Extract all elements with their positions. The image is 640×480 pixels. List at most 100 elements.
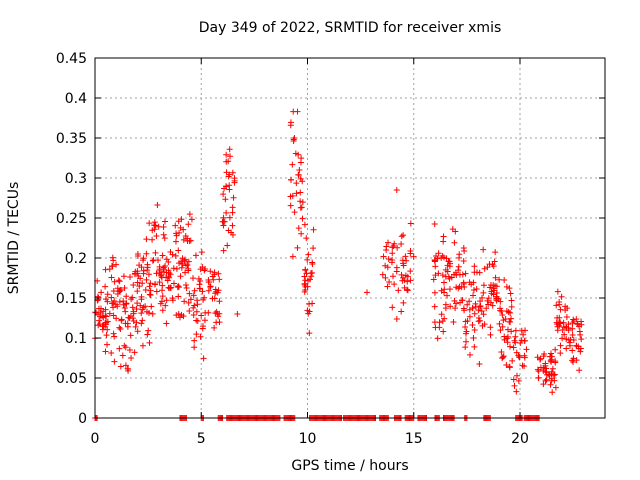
data-point <box>506 363 513 370</box>
data-point <box>163 256 170 263</box>
data-point <box>548 370 555 377</box>
data-point <box>165 267 172 274</box>
data-point <box>104 291 111 298</box>
data-point <box>404 286 411 293</box>
data-point <box>471 263 478 270</box>
data-point <box>175 310 182 317</box>
data-point <box>108 349 115 356</box>
data-point <box>512 333 519 340</box>
data-point <box>480 282 487 289</box>
data-point <box>223 151 230 158</box>
data-point <box>120 298 127 305</box>
x-tick-label: 10 <box>299 431 317 447</box>
data-point <box>180 236 187 243</box>
data-point <box>144 267 151 274</box>
data-point <box>444 268 451 275</box>
data-point <box>154 202 161 209</box>
data-point <box>577 348 584 355</box>
data-point <box>229 204 236 211</box>
data-point <box>121 305 128 312</box>
data-point <box>182 281 189 288</box>
data-point <box>170 265 177 272</box>
data-point <box>301 280 308 287</box>
data-point <box>301 273 308 280</box>
data-point <box>486 261 493 268</box>
data-point <box>504 333 511 340</box>
data-point <box>499 354 506 361</box>
data-point <box>145 327 152 334</box>
data-point <box>492 249 499 256</box>
data-point <box>440 328 447 335</box>
data-point <box>400 260 407 267</box>
data-point <box>213 308 220 315</box>
data-point <box>177 273 184 280</box>
data-point <box>293 180 300 187</box>
data-point <box>137 275 144 282</box>
plot-frame <box>94 57 606 419</box>
data-point <box>516 354 523 361</box>
data-point <box>497 327 504 334</box>
data-point <box>206 279 213 286</box>
data-point <box>200 296 207 303</box>
data-point <box>554 288 561 295</box>
data-point <box>172 238 179 245</box>
data-point <box>499 311 506 318</box>
data-point <box>173 265 180 272</box>
data-point <box>515 377 522 384</box>
data-point <box>193 308 200 315</box>
data-point <box>407 250 414 257</box>
data-point <box>175 282 182 289</box>
data-point <box>227 153 234 160</box>
data-point <box>508 328 515 335</box>
data-point <box>505 308 512 315</box>
data-point <box>185 265 192 272</box>
data-point <box>306 276 313 283</box>
data-point <box>399 277 406 284</box>
y-tick-label: 0.2 <box>65 251 87 267</box>
data-point <box>290 136 297 143</box>
data-point <box>552 346 559 353</box>
data-point <box>470 292 477 299</box>
data-point <box>199 288 206 295</box>
data-point <box>211 324 218 331</box>
data-point <box>563 345 570 352</box>
data-point <box>476 269 483 276</box>
data-point <box>133 319 140 326</box>
data-point <box>223 169 230 176</box>
data-point <box>183 284 190 291</box>
data-point <box>460 245 467 252</box>
data-point <box>111 297 118 304</box>
data-point <box>191 287 198 294</box>
data-point <box>149 227 156 234</box>
data-point <box>552 359 559 366</box>
data-point <box>380 253 387 260</box>
data-point <box>138 320 145 327</box>
data-point <box>570 318 577 325</box>
data-point <box>134 300 141 307</box>
data-point <box>229 222 236 229</box>
data-point <box>400 232 407 239</box>
data-point <box>504 326 511 333</box>
data-point <box>104 326 111 333</box>
data-point <box>149 257 156 264</box>
data-point <box>546 353 553 360</box>
data-point <box>480 246 487 253</box>
data-point <box>110 330 117 337</box>
data-point <box>181 298 188 305</box>
data-point <box>215 270 222 277</box>
data-point <box>127 332 134 339</box>
data-point <box>507 343 514 350</box>
data-point <box>160 223 167 230</box>
y-tick-label: 0 <box>78 411 87 427</box>
data-point <box>487 324 494 331</box>
data-point <box>431 220 438 227</box>
data-point <box>521 352 528 359</box>
y-tick-label: 0.35 <box>56 131 87 147</box>
data-point <box>496 320 503 327</box>
data-point <box>388 259 395 266</box>
data-point <box>299 199 306 206</box>
data-point <box>290 108 297 115</box>
data-point <box>435 250 442 257</box>
data-point <box>578 336 585 343</box>
data-point <box>506 318 513 325</box>
